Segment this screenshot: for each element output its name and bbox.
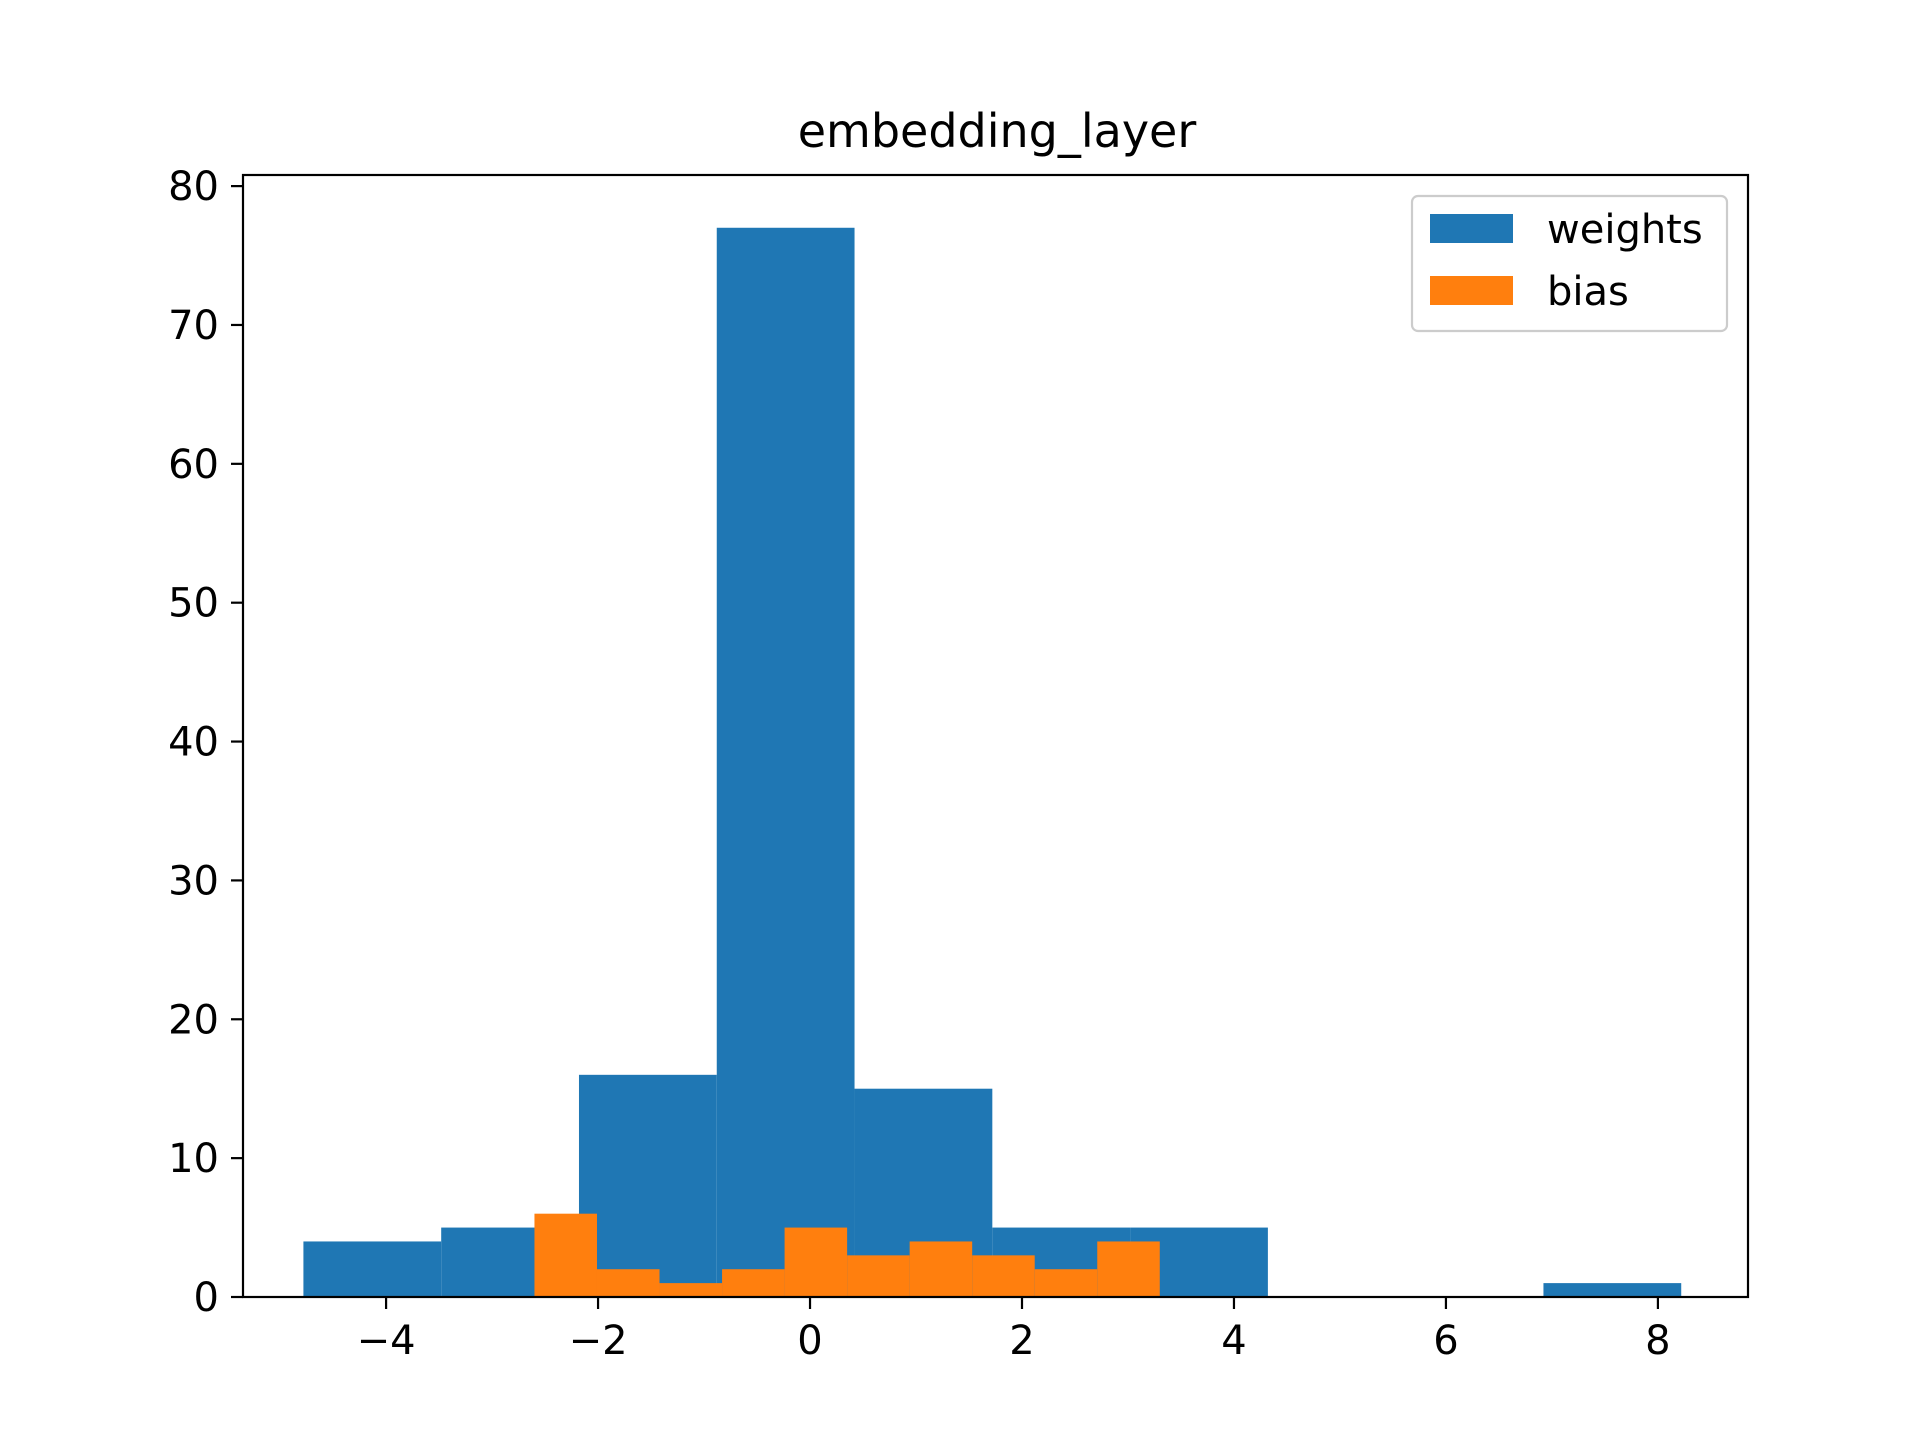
x-tick-label: 4 xyxy=(1221,1318,1246,1364)
legend: weights bias xyxy=(1410,194,1729,333)
y-tick-label: 10 xyxy=(168,1136,219,1182)
y-axis: 0 10 20 30 40 50 60 70 80 xyxy=(168,164,243,1321)
legend-swatch-bias xyxy=(1430,276,1513,305)
bar-bias-5 xyxy=(847,1255,910,1297)
y-tick-label: 20 xyxy=(168,997,219,1043)
x-tick-label: −4 xyxy=(357,1318,416,1364)
legend-label-weights: weights xyxy=(1547,207,1703,253)
y-tick-label: 50 xyxy=(168,581,219,627)
bar-weights-2 xyxy=(578,1074,717,1297)
bar-weights-3 xyxy=(716,227,855,1297)
chart-title: embedding_layer xyxy=(798,104,1197,158)
y-tick-label: 30 xyxy=(168,858,219,904)
y-tick-label: 0 xyxy=(194,1275,219,1321)
bar-bias-3 xyxy=(722,1269,785,1297)
bar-bias-0 xyxy=(534,1213,597,1297)
bar-weights-9 xyxy=(1543,1283,1682,1297)
bar-bias-9 xyxy=(1097,1241,1160,1297)
y-tick-label: 70 xyxy=(168,303,219,349)
bar-bias-6 xyxy=(909,1241,973,1297)
x-tick-label: 2 xyxy=(1009,1318,1034,1364)
bar-bias-4 xyxy=(784,1227,848,1297)
bar-bias-1 xyxy=(596,1269,660,1297)
y-tick-label: 80 xyxy=(168,164,219,210)
legend-label-bias: bias xyxy=(1547,269,1629,315)
x-tick-label: 0 xyxy=(797,1318,822,1364)
y-tick-label: 60 xyxy=(168,442,219,488)
bar-weights-0 xyxy=(303,1241,442,1297)
bars-layer xyxy=(303,227,1682,1297)
x-axis: −4 −2 0 2 4 6 8 xyxy=(357,1297,1671,1364)
y-tick-label: 40 xyxy=(168,720,219,766)
plot-frame xyxy=(241,173,1750,1299)
x-tick-label: 6 xyxy=(1433,1318,1458,1364)
bar-bias-2 xyxy=(659,1283,723,1297)
bar-bias-8 xyxy=(1034,1269,1098,1297)
x-tick-label: −2 xyxy=(569,1318,628,1364)
bar-bias-7 xyxy=(972,1255,1035,1297)
x-tick-label: 8 xyxy=(1645,1318,1670,1364)
legend-swatch-weights xyxy=(1430,214,1513,243)
